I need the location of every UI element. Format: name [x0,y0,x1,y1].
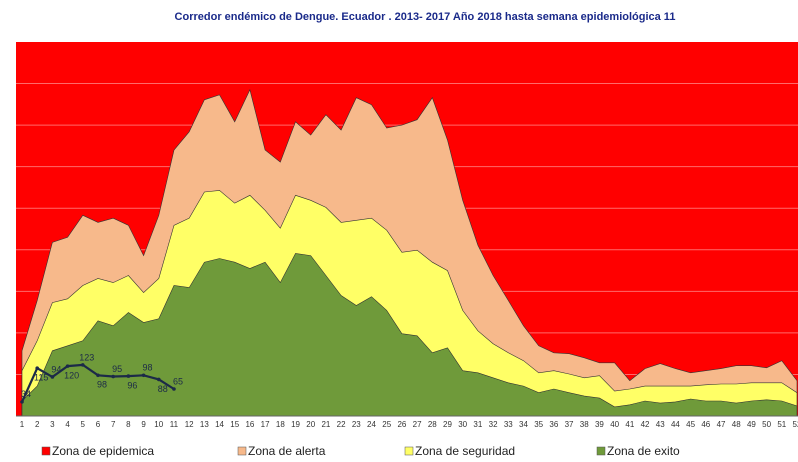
line-point [50,375,55,379]
value-label: 34 [21,389,31,399]
chart-title: Corredor endémico de Dengue. Ecuador . 2… [175,11,676,23]
x-tick-label: 49 [747,420,756,429]
line-point [172,387,176,391]
x-tick-label: 47 [717,420,726,429]
x-tick-label: 44 [671,420,680,429]
x-tick-label: 13 [200,420,209,429]
legend-swatch [596,446,606,456]
x-tick-label: 35 [534,420,543,429]
x-tick-label: 33 [504,420,513,429]
x-tick-label: 3 [50,420,55,429]
x-tick-label: 21 [321,420,330,429]
area-exito [21,253,798,417]
x-tick-label: 27 [413,420,422,429]
line-point [141,373,146,378]
line-point [96,373,100,378]
x-tick-label: 39 [595,420,604,429]
x-tick-label: 31 [473,420,482,429]
x-tick-label: 5 [81,420,86,429]
legend-label: Zona de seguridad [415,444,515,458]
x-tick-label: 42 [641,420,650,429]
x-tick-label: 25 [382,420,391,429]
x-tick-label: 40 [610,420,619,429]
value-label: 95 [112,364,122,374]
x-tick-label: 14 [215,420,224,429]
line-point [35,366,39,371]
x-tick-label: 4 [65,420,70,429]
x-tick-label: 10 [154,420,163,429]
x-tick-label: 15 [230,420,239,429]
x-tick-label: 9 [141,420,146,429]
x-tick-label: 28 [428,420,437,429]
x-tick-label: 1 [20,420,25,429]
x-tick-label: 7 [111,420,116,429]
value-label: 98 [143,363,153,373]
x-tick-label: 37 [565,420,574,429]
x-tick-label: 41 [625,420,634,429]
value-label: 123 [79,352,94,362]
x-tick-label: 50 [762,420,771,429]
line-point [156,377,161,382]
value-label: 88 [158,384,168,394]
x-tick-label: 16 [245,420,254,429]
value-label: 98 [97,380,107,390]
x-tick-label: 22 [337,420,346,429]
x-tick-label: 18 [276,420,285,429]
value-label: 120 [64,371,79,381]
value-label: 115 [34,373,48,383]
line-point [20,400,24,404]
line-point [111,374,115,379]
x-tick-label: 46 [701,420,710,429]
x-tick-label: 36 [549,420,558,429]
legend-label: Zona de exito [607,444,680,458]
x-tick-label: 2 [35,420,40,429]
x-tick-label: 17 [261,420,270,429]
x-tick-label: 12 [185,420,194,429]
line-point [126,374,131,378]
x-tick-label: 30 [458,420,467,429]
x-tick-label: 11 [170,420,179,429]
value-label: 65 [173,376,183,386]
x-tick-label: 43 [656,420,665,429]
x-tick-label: 23 [352,420,361,429]
x-tick-label: 32 [489,420,498,429]
legend-swatch [404,446,414,456]
x-tick-label: 6 [96,420,101,429]
x-tick-label: 20 [306,420,315,429]
line-point [65,364,70,368]
x-tick-label: 52 [793,420,798,429]
value-label: 94 [51,364,61,374]
x-tick-label: 51 [777,420,786,429]
x-tick-label: 19 [291,420,300,429]
x-tick-label: 34 [519,420,528,429]
value-label: 96 [127,380,137,390]
x-tick-label: 26 [397,420,406,429]
legend-swatch [237,446,247,456]
line-point [80,363,85,367]
x-tick-label: 24 [367,420,376,429]
legend-label: Zona de alerta [248,444,326,458]
legend-swatch [41,446,51,456]
x-tick-label: 38 [580,420,589,429]
x-tick-label: 45 [686,420,695,429]
x-tick-label: 48 [732,420,741,429]
x-tick-label: 8 [126,420,131,429]
x-tick-label: 29 [443,420,452,429]
legend-label: Zona de epidemica [52,444,154,458]
